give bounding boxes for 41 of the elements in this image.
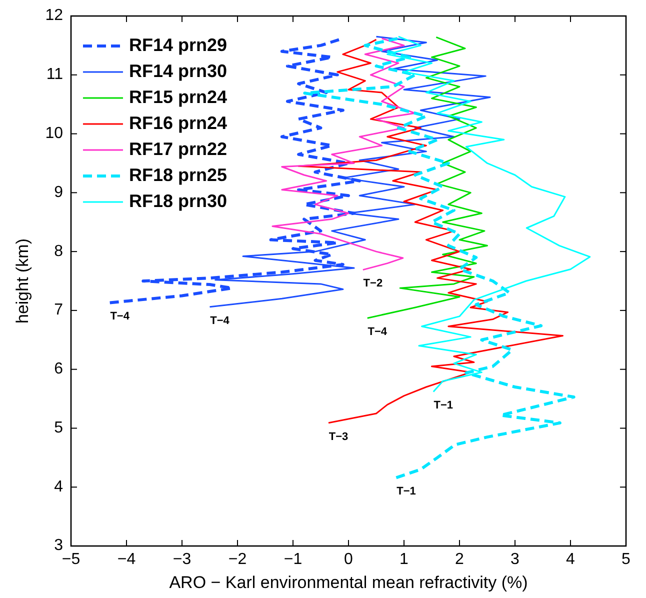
y-tick-label: 3: [54, 537, 64, 554]
x-tick-label: 0: [344, 551, 354, 568]
y-tick-label: 9: [54, 184, 64, 201]
y-tick-label: 12: [45, 7, 64, 24]
x-tick-label: −5: [62, 551, 80, 568]
x-tick-label: −4: [117, 551, 136, 568]
annotation: T−4: [368, 326, 388, 338]
legend-label: RF14 prn29: [129, 34, 228, 55]
legend-label: RF18 prn25: [129, 164, 228, 185]
legend-label: RF17 prn22: [129, 138, 228, 159]
annotation: T−4: [210, 314, 230, 327]
x-tick-label: −2: [228, 551, 247, 568]
line-series: [298, 38, 564, 424]
annotation: T−2: [363, 278, 383, 290]
legend-label: RF15 prn24: [129, 86, 228, 107]
y-tick-label: 8: [54, 242, 64, 260]
y-tick-label: 7: [54, 302, 64, 319]
annotation: T−1: [396, 486, 416, 498]
x-tick-label: −1: [284, 551, 302, 568]
x-tick-label: 5: [622, 551, 631, 568]
x-tick-label: 3: [510, 551, 520, 568]
line-series: [386, 36, 591, 392]
line-series: [272, 38, 416, 271]
y-axis-title: height (km): [13, 238, 32, 324]
annotation: T−3: [328, 430, 348, 443]
x-tick-label: −3: [172, 551, 192, 568]
legend-label: RF18 prn30: [129, 190, 228, 211]
annotation: T−4: [110, 310, 130, 323]
annotation: T−1: [434, 400, 454, 412]
line-series: [303, 36, 576, 480]
legend-label: RF16 prn24: [129, 112, 228, 133]
y-tick-label: 4: [54, 478, 64, 496]
x-tick-label: 2: [455, 551, 464, 568]
y-tick-label: 5: [54, 419, 64, 436]
x-tick-label: 1: [400, 551, 409, 568]
x-tick-label: 4: [566, 551, 576, 568]
y-tick-label: 6: [54, 360, 64, 378]
y-tick-label: 11: [46, 66, 64, 84]
x-axis-title: ARO − Karl environmental mean refractivity (%): [169, 573, 528, 592]
legend-label: RF14 prn30: [129, 60, 228, 81]
y-tick-label: 10: [45, 124, 64, 142]
